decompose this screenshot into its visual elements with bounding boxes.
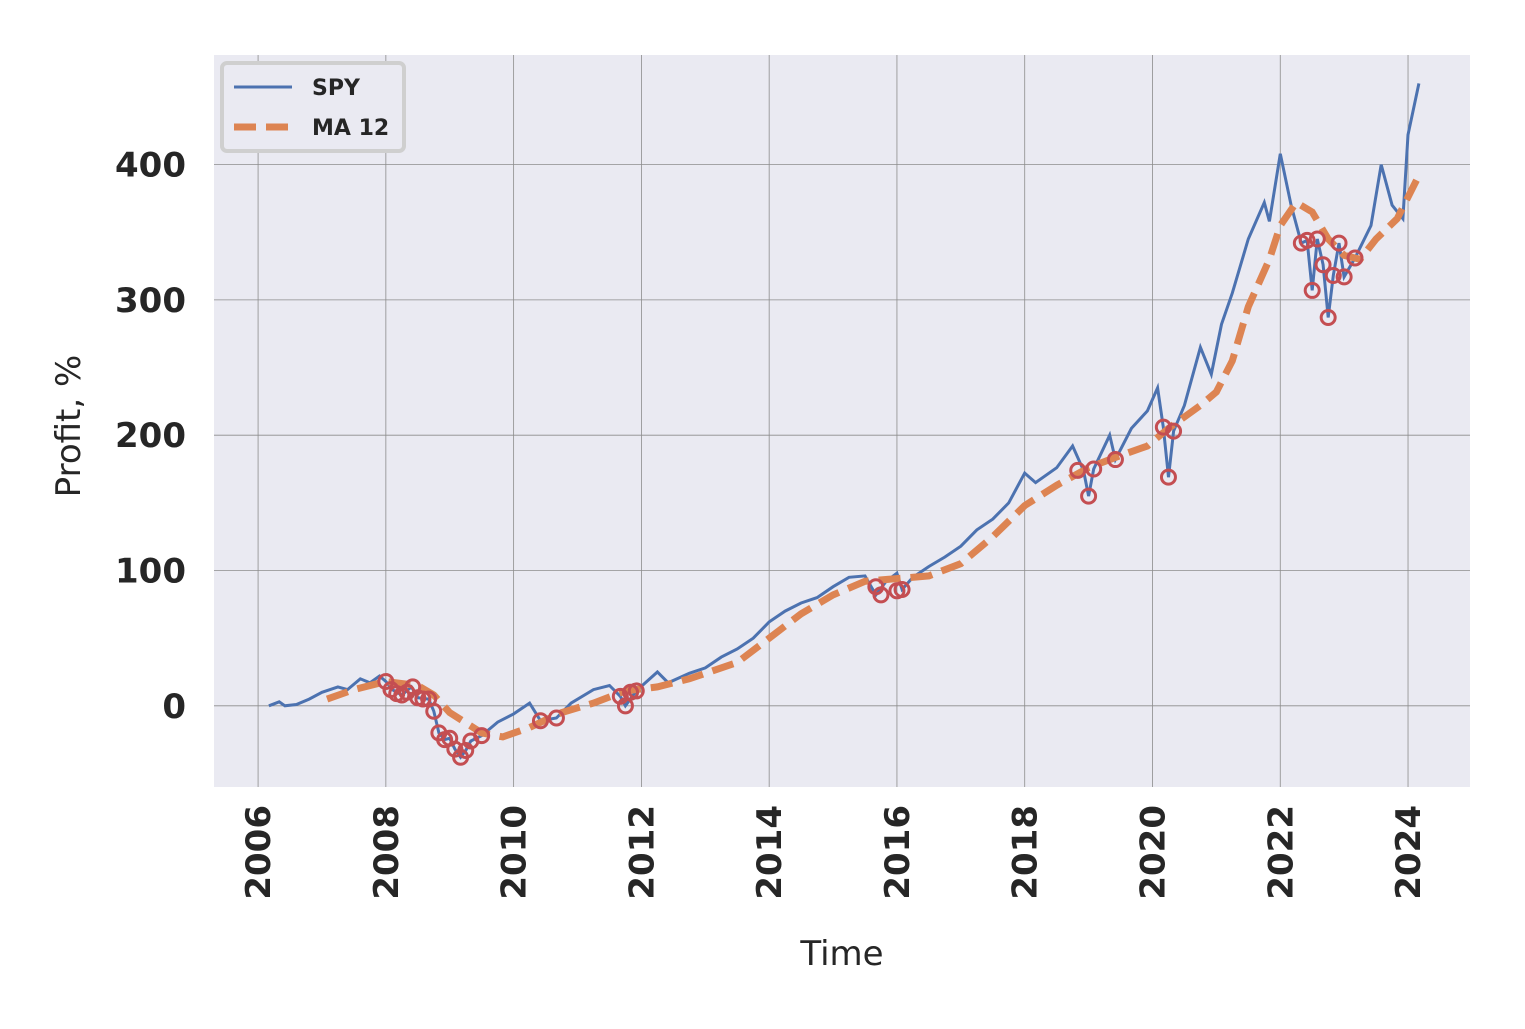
marker <box>1080 487 1098 505</box>
marker <box>1303 281 1321 299</box>
y-tick-label: 300 <box>115 281 186 321</box>
plot-area <box>214 55 1470 787</box>
x-tick-label: 2020 <box>1133 805 1173 900</box>
x-tick-label: 2024 <box>1389 805 1429 900</box>
marker <box>1308 230 1326 248</box>
legend-label: MA 12 <box>312 116 389 141</box>
marker <box>531 712 549 730</box>
marker <box>1069 461 1087 479</box>
x-tick-label: 2014 <box>750 805 790 900</box>
marker <box>1085 460 1103 478</box>
marker <box>1154 418 1172 436</box>
marker <box>1165 422 1183 440</box>
x-axis-label: Time <box>799 934 883 974</box>
marker <box>1346 249 1364 267</box>
marker <box>1298 231 1316 249</box>
marker <box>473 727 491 745</box>
marker <box>547 709 565 727</box>
marker <box>1324 267 1342 285</box>
marker <box>1159 468 1177 486</box>
marker <box>425 702 443 720</box>
x-tick-label: 2008 <box>367 805 407 900</box>
lines <box>268 83 1423 766</box>
x-tick-label: 2010 <box>495 805 535 900</box>
x-tick-label: 2022 <box>1261 805 1301 900</box>
grid <box>214 55 1470 787</box>
marker <box>893 580 911 598</box>
x-tick-label: 2016 <box>878 805 918 900</box>
x-tick-label: 2006 <box>239 805 279 900</box>
series-line <box>325 173 1423 741</box>
marker <box>414 690 432 708</box>
x-tick-label: 2012 <box>622 805 662 900</box>
marker <box>872 586 890 604</box>
marker <box>1314 256 1332 274</box>
y-tick-label: 0 <box>162 687 186 727</box>
y-tick-label: 200 <box>115 416 186 456</box>
legend-label: SPY <box>312 76 361 101</box>
marker <box>1330 234 1348 252</box>
y-tick-label: 100 <box>115 552 186 592</box>
y-tick-label: 400 <box>115 146 186 186</box>
marker <box>1106 451 1124 469</box>
marker <box>1319 308 1337 326</box>
marker <box>627 682 645 700</box>
y-axis-label: Profit, % <box>49 355 89 498</box>
marker <box>1335 268 1353 286</box>
x-tick-label: 2018 <box>1006 805 1046 900</box>
